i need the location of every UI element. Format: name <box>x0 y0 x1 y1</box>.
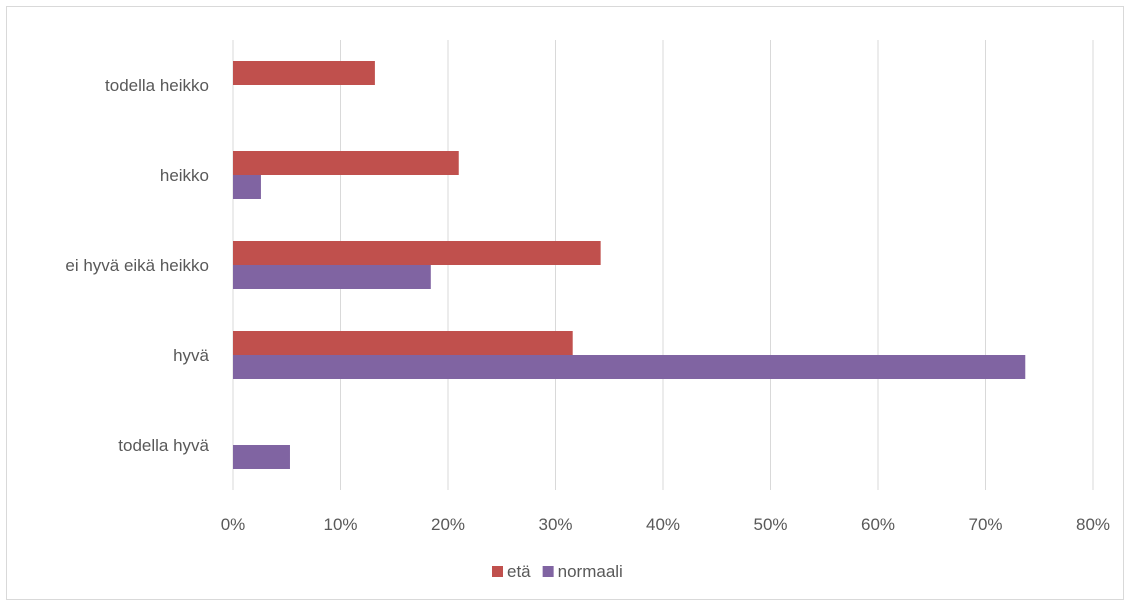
chart-frame <box>6 6 1124 600</box>
bar-normaali-ei-hyvä-eikä-heikko <box>233 265 431 289</box>
x-tick-label: 50% <box>753 515 787 534</box>
x-tick-label: 30% <box>538 515 572 534</box>
x-tick-label: 80% <box>1076 515 1110 534</box>
gridlines <box>232 40 1094 490</box>
legend-label: etä <box>507 562 531 581</box>
bar-etä-heikko <box>233 151 459 175</box>
category-label: todella hyvä <box>118 436 209 455</box>
bar-etä-hyvä <box>233 331 573 355</box>
legend: etä normaali <box>492 562 623 581</box>
x-tick-label: 40% <box>646 515 680 534</box>
legend-swatch-etä <box>492 566 503 577</box>
x-tick-label: 10% <box>323 515 357 534</box>
bar-etä-todella-heikko <box>233 61 375 85</box>
x-tick-label: 70% <box>968 515 1002 534</box>
bar-etä-ei-hyvä-eikä-heikko <box>233 241 601 265</box>
category-label: hyvä <box>173 346 209 365</box>
x-tick-label: 60% <box>861 515 895 534</box>
x-tick-label: 20% <box>431 515 465 534</box>
bar-normaali-todella-hyvä <box>233 445 290 469</box>
category-label: heikko <box>160 166 209 185</box>
category-label: ei hyvä eikä heikko <box>65 256 209 275</box>
bar-normaali-heikko <box>233 175 261 199</box>
category-label: todella heikko <box>105 76 209 95</box>
legend-label: normaali <box>558 562 623 581</box>
bars <box>233 61 1026 469</box>
x-tick-labels: 0% 10% 20% 30% 40% 50% 60% 70% 80% <box>221 515 1110 534</box>
bar-normaali-hyvä <box>233 355 1026 379</box>
x-tick-label: 0% <box>221 515 246 534</box>
category-labels: todella heikko heikko ei hyvä eikä heikko h… <box>65 76 209 455</box>
legend-swatch-normaali <box>542 566 554 577</box>
